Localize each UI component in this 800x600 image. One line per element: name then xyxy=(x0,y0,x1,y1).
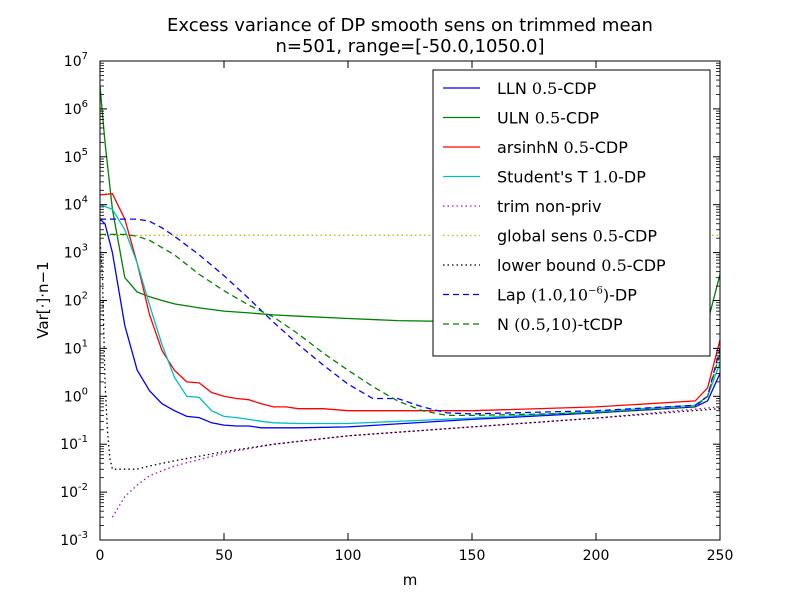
series-line-6 xyxy=(100,238,720,470)
y-tick-label: 104 xyxy=(64,195,88,214)
legend-label: ULN 0.5-CDP xyxy=(497,109,599,128)
y-axis-label: Var[·]·n−1 xyxy=(34,261,52,338)
series-line-2 xyxy=(100,193,720,412)
y-tick-label: 107 xyxy=(64,51,88,70)
legend-label: Lap (1.0,10−6)-DP xyxy=(497,286,637,305)
y-tick-label: 10-3 xyxy=(60,530,88,549)
y-tick-label: 105 xyxy=(64,147,88,166)
x-axis-label: m xyxy=(403,571,418,589)
y-tick-label: 100 xyxy=(64,386,88,405)
chart-title: Excess variance of DP smooth sens on tri… xyxy=(167,15,653,36)
legend-label: global sens 0.5-CDP xyxy=(497,227,657,246)
y-tick-label: 10-2 xyxy=(60,482,88,501)
x-tick-label: 100 xyxy=(335,548,362,564)
x-tick-label: 0 xyxy=(96,548,105,564)
series-line-7 xyxy=(100,218,720,415)
axes-layer: 0 50 100 150 200 250 10-3 10-2 10-1 100 101 102 103 1… xyxy=(60,51,733,564)
series-line-3 xyxy=(100,204,720,425)
x-tick-label: 250 xyxy=(707,548,734,564)
x-tick-label: 200 xyxy=(583,548,610,564)
legend-label: trim non-priv xyxy=(497,197,601,216)
y-tick-label: 102 xyxy=(64,291,88,310)
legend-label: Student's T 1.0-DP xyxy=(497,168,646,187)
y-tick-label: 10-1 xyxy=(60,434,88,453)
series-line-0 xyxy=(100,218,720,429)
legend-label: lower bound 0.5-CDP xyxy=(497,256,666,275)
legend-label: arsinhN 0.5-CDP xyxy=(497,138,628,157)
plot-frame xyxy=(99,60,721,541)
y-tick-label: 106 xyxy=(64,99,88,118)
x-tick-label: 50 xyxy=(215,548,233,564)
chart-subtitle: n=501, range=[-50.0,1050.0] xyxy=(275,36,544,57)
series-line-8 xyxy=(100,233,720,417)
legend-label: LLN 0.5-CDP xyxy=(497,79,597,98)
legend: LLN 0.5-CDP ULN 0.5-CDP arsinhN 0.5-CDP Stu… xyxy=(432,69,711,357)
y-tick-label: 101 xyxy=(64,338,88,357)
series-layer xyxy=(100,85,720,518)
y-tick-label: 103 xyxy=(64,243,88,262)
x-tick-label: 150 xyxy=(459,548,486,564)
legend-label: N (0.5,10)-tCDP xyxy=(497,315,623,334)
